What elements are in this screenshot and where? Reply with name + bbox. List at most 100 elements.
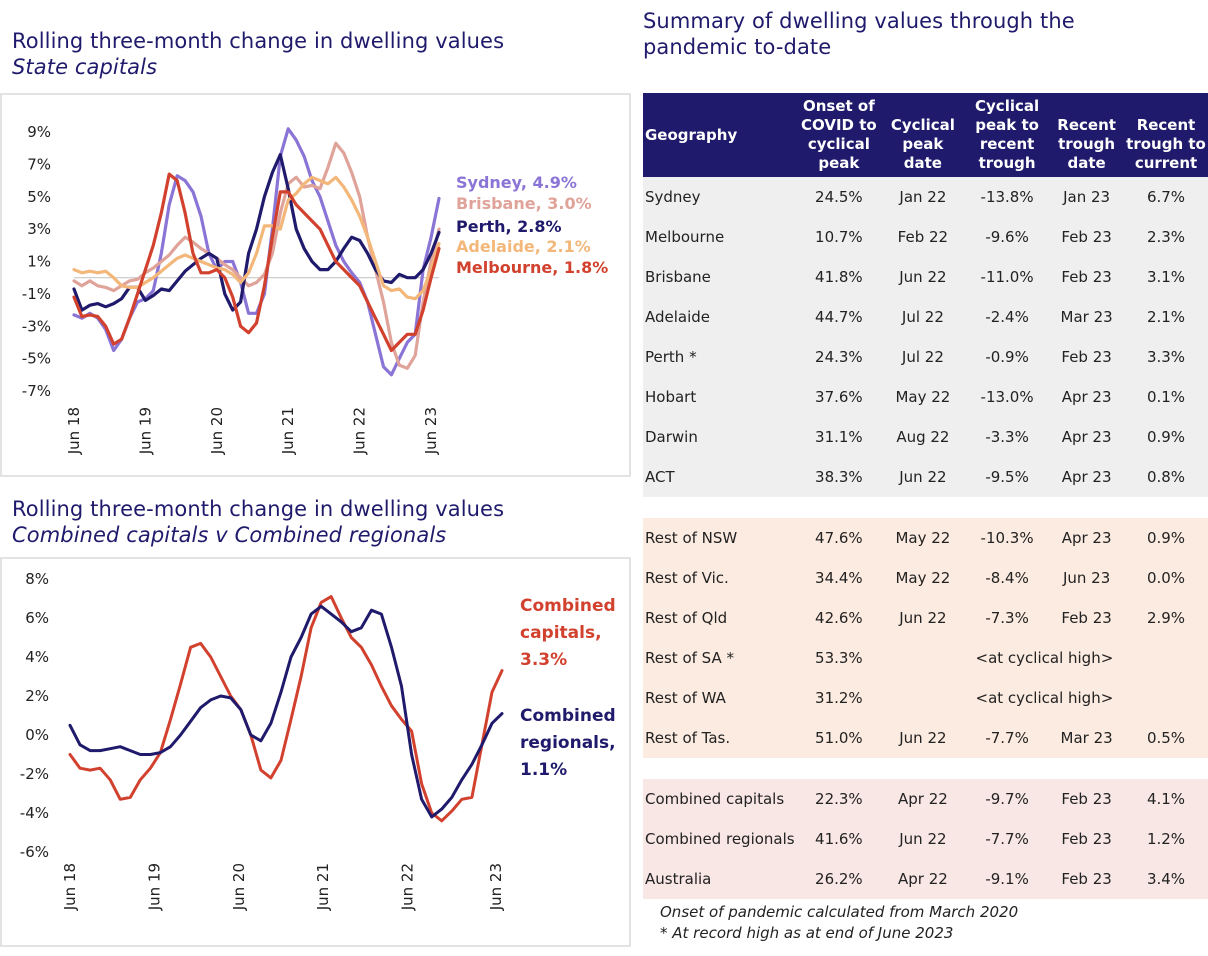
chart1-subtitle: State capitals (12, 55, 158, 79)
table-cell: Feb 23 (1049, 779, 1125, 819)
legend-label-sydney: Sydney, 4.9% (456, 173, 577, 192)
x-tick-label: Jun 23 (487, 863, 505, 911)
table-body: Sydney 24.5% Jan 22 -13.8% Jan 23 6.7% Melbour… (643, 177, 1208, 899)
chart2-title: Rolling three-month change in dwelling v… (12, 497, 505, 521)
table-row: Hobart 37.6% May 22 -13.0% Apr 23 0.1% (643, 377, 1208, 417)
table-cell: 0.0% (1124, 558, 1208, 598)
table-row: Combined capitals 22.3% Apr 22 -9.7% Feb 23 4… (643, 779, 1208, 819)
table-cell: -13.0% (964, 377, 1050, 417)
table-cell: 0.9% (1124, 417, 1208, 457)
table-cell: 22.3% (796, 779, 881, 819)
table-cell: 34.4% (796, 558, 881, 598)
y-tick-label: -4% (20, 804, 49, 822)
summary-table: Geography Onset of COVID to cyclical peak… (643, 93, 1208, 899)
series-line-sydney (72, 127, 441, 377)
y-tick-label: 9% (27, 123, 51, 141)
x-tick-label: Jun 18 (65, 407, 83, 455)
chart2-title-block: Rolling three-month change in dwelling v… (12, 496, 504, 548)
table-cell: 3.3% (1124, 337, 1208, 377)
table-geography-cell: Rest of Qld (643, 598, 797, 638)
table-cell: Jan 23 (1049, 177, 1125, 217)
table-row: ACT 38.3% Jun 22 -9.5% Apr 23 0.8% (643, 457, 1208, 497)
y-tick-label: 7% (27, 155, 51, 173)
table-cell: -0.9% (964, 337, 1050, 377)
x-tick-label: Jun 23 (422, 407, 440, 455)
table-cell: Mar 23 (1049, 297, 1125, 337)
table-cell: -7.3% (964, 598, 1050, 638)
table-row: Adelaide 44.7% Jul 22 -2.4% Mar 23 2.1% (643, 297, 1208, 337)
table-cell: -9.6% (964, 217, 1050, 257)
table-cell: Apr 23 (1049, 377, 1125, 417)
table-cell: Jun 22 (880, 457, 965, 497)
y-tick-label: -6% (20, 843, 49, 861)
legend-label-perth: Perth, 2.8% (456, 217, 562, 236)
y-tick-label: 1% (27, 253, 51, 271)
footnote-record-high: * At record high as at end of June 2023 (660, 924, 954, 942)
table-cell: -2.4% (964, 297, 1050, 337)
table-geography-cell: Rest of Tas. (643, 718, 797, 758)
table-geography-cell: Combined capitals (643, 779, 797, 819)
series-line-combined-capitals (68, 595, 504, 823)
chart1-title: Rolling three-month change in dwelling v… (12, 29, 505, 53)
table-cell: Jun 22 (880, 718, 965, 758)
table-cell: 1.2% (1124, 819, 1208, 859)
table-cell: 41.6% (796, 819, 881, 859)
table-cell: Feb 22 (880, 217, 965, 257)
table-cell: <at cyclical high> (880, 638, 1208, 678)
table-geography-cell: Perth * (643, 337, 797, 377)
table-row: Rest of Vic. 34.4% May 22 -8.4% Jun 23 0.0% (643, 558, 1208, 598)
series-label-combined-capitals: capitals, (520, 623, 602, 643)
table-cell: Apr 23 (1049, 518, 1125, 558)
series-label-combined-regionals: Combined (520, 706, 616, 726)
table-cell: Jun 22 (880, 819, 965, 859)
table-geography-cell: Rest of NSW (643, 518, 797, 558)
table-cell: Jun 22 (880, 598, 965, 638)
table-geography-cell: Australia (643, 859, 797, 899)
table-geography-cell: Darwin (643, 417, 797, 457)
legend-label-brisbane: Brisbane, 3.0% (456, 194, 592, 213)
table-cell: 2.9% (1124, 598, 1208, 638)
table-cell: Jul 22 (880, 337, 965, 377)
table-cell: -9.1% (964, 859, 1050, 899)
series-label-combined-regionals: 1.1% (520, 760, 567, 780)
table-cell: 31.1% (796, 417, 881, 457)
y-tick-label: -1% (22, 285, 51, 303)
x-tick-label: Jun 21 (279, 407, 297, 455)
y-tick-label: 8% (25, 570, 49, 588)
table-cell: -3.3% (964, 417, 1050, 457)
table-cell: Feb 23 (1049, 217, 1125, 257)
table-cell: 44.7% (796, 297, 881, 337)
series-line-combined-regionals (68, 604, 504, 819)
series-line-melbourne (72, 172, 441, 353)
x-tick-label: Jun 20 (230, 863, 248, 911)
table-cell: <at cyclical high> (880, 678, 1208, 718)
table-cell: -11.0% (964, 257, 1050, 297)
table-geography-cell: Brisbane (643, 257, 797, 297)
table-cell: Apr 22 (880, 779, 965, 819)
table-cell: May 22 (880, 377, 965, 417)
y-tick-label: 2% (25, 687, 49, 705)
table-cell: Feb 23 (1049, 337, 1125, 377)
table-row: Rest of WA 31.2% <at cyclical high> (643, 678, 1208, 718)
table-cell: 24.3% (796, 337, 881, 377)
series-label-combined-capitals: 3.3% (520, 650, 567, 670)
table-geography-cell: Rest of SA * (643, 638, 797, 678)
chart2-panel: 8% 6% 4% 2% 0% -2% -4% -6% Jun 18 Jun 19 Jun 20 Jun… (0, 557, 631, 947)
table-cell: -10.3% (964, 518, 1050, 558)
series-label-combined-capitals: Combined (520, 596, 616, 616)
table-geography-cell: Rest of Vic. (643, 558, 797, 598)
table-geography-cell: Melbourne (643, 217, 797, 257)
y-tick-label: -7% (22, 382, 51, 400)
table-row: Rest of Qld 42.6% Jun 22 -7.3% Feb 23 2.9% (643, 598, 1208, 638)
table-cell: 0.1% (1124, 377, 1208, 417)
x-tick-label: Jun 18 (61, 863, 79, 911)
table-cell: Jun 22 (880, 257, 965, 297)
y-tick-label: 6% (25, 609, 49, 627)
series-line-brisbane (72, 141, 441, 370)
table-cell: 41.8% (796, 257, 881, 297)
table-cell: Jun 23 (1049, 558, 1125, 598)
table-geography-cell: Combined regionals (643, 819, 797, 859)
y-tick-label: -3% (22, 317, 51, 335)
table-geography-cell: ACT (643, 457, 797, 497)
table-cell: Feb 23 (1049, 598, 1125, 638)
